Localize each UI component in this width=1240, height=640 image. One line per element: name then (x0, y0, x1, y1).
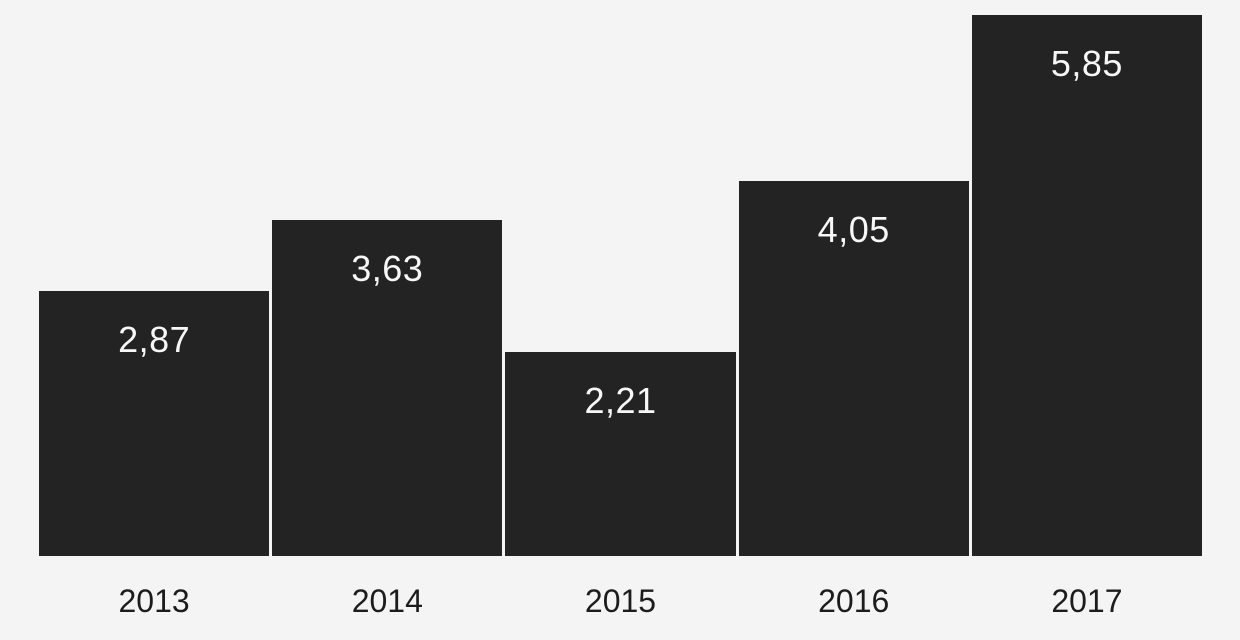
plot-area: 2,87 3,63 2,21 4,05 5,85 (39, 0, 1203, 556)
bar-2016: 4,05 (738, 181, 969, 556)
x-axis-label-2013: 2013 (118, 583, 190, 619)
bar-2015: 2,21 (505, 352, 736, 556)
bar-value-label: 2,87 (118, 319, 191, 360)
bar-2013: 2,87 (39, 291, 270, 556)
bar-value-label: 4,05 (817, 209, 890, 250)
bar-value-label: 5,85 (1050, 43, 1123, 84)
x-axis-label-2015: 2015 (584, 583, 657, 619)
bar-2017: 5,85 (971, 15, 1203, 556)
x-axis-label-2017: 2017 (1051, 583, 1123, 619)
x-axis-label-2014: 2014 (351, 583, 423, 619)
bar-value-label: 2,21 (584, 380, 657, 421)
x-axis: 2013 2014 2015 2016 2017 (39, 556, 1202, 640)
x-axis-label-2016: 2016 (818, 583, 890, 619)
bar-2014: 3,63 (272, 220, 503, 556)
bar-value-label: 3,63 (351, 248, 424, 289)
